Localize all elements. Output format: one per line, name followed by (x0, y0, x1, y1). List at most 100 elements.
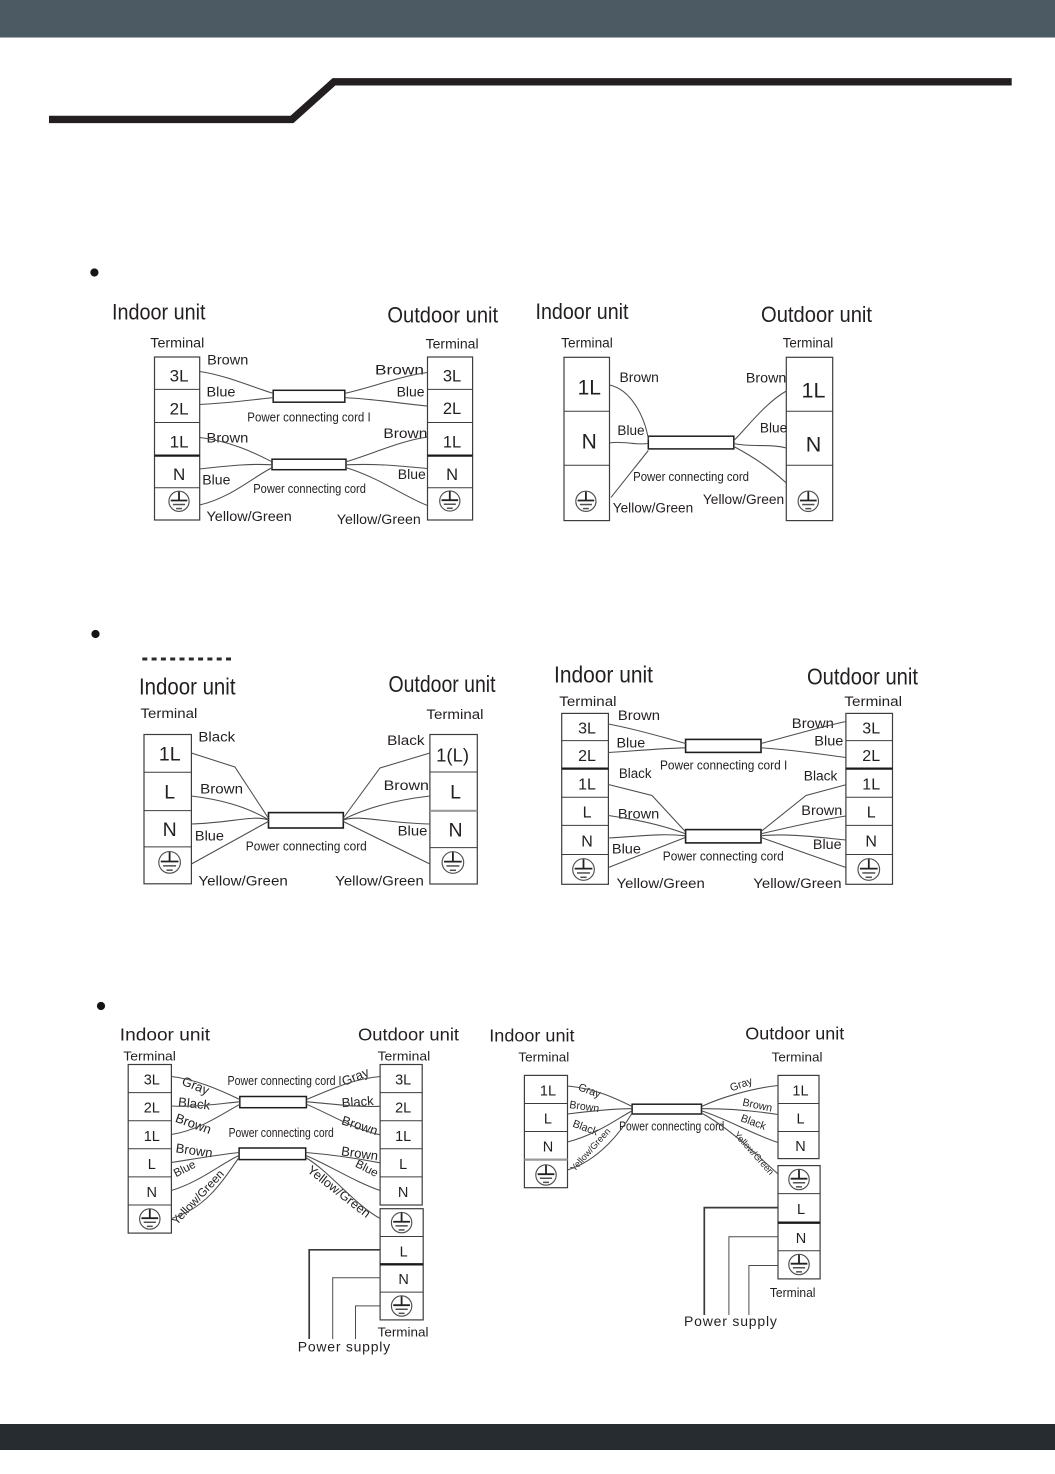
svg-text:Brown: Brown (384, 778, 429, 793)
svg-text:Brown: Brown (618, 708, 660, 723)
svg-text:Outdoor unit: Outdoor unit (387, 303, 498, 328)
svg-text:Yellow/Green: Yellow/Green (207, 509, 292, 524)
svg-text:N: N (795, 1139, 805, 1155)
svg-text:Outdoor unit: Outdoor unit (807, 664, 919, 690)
svg-text:Brown: Brown (375, 362, 424, 377)
svg-text:Terminal: Terminal (378, 1325, 429, 1340)
svg-text:Terminal: Terminal (426, 337, 479, 352)
svg-text:Brown: Brown (618, 806, 659, 821)
svg-text:Black: Black (177, 1094, 211, 1112)
svg-text:Indoor unit: Indoor unit (120, 1024, 210, 1044)
svg-text:Brown: Brown (620, 370, 659, 385)
svg-text:1L: 1L (443, 433, 461, 451)
svg-text:Yellow/Green: Yellow/Green (335, 874, 424, 889)
svg-text:Indoor unit: Indoor unit (554, 661, 654, 687)
svg-text:1L: 1L (159, 744, 181, 766)
svg-text:Blue: Blue (617, 423, 644, 438)
svg-text:Power connecting cord: Power connecting cord (663, 849, 784, 864)
svg-text:Terminal: Terminal (518, 1049, 569, 1064)
svg-text:Blue: Blue (617, 736, 646, 751)
svg-text:Gray: Gray (340, 1064, 372, 1089)
svg-text:Power supply: Power supply (298, 1339, 390, 1355)
svg-text:Gray: Gray (728, 1075, 754, 1094)
svg-text:Brown: Brown (383, 426, 427, 441)
svg-text:3L: 3L (395, 1073, 411, 1089)
svg-text:Yellow/Green: Yellow/Green (198, 874, 287, 889)
svg-text:L: L (796, 1112, 804, 1128)
svg-text:Black: Black (198, 730, 235, 745)
svg-text:Power connecting cord I: Power connecting cord I (660, 757, 787, 772)
svg-text:Brown: Brown (340, 1113, 380, 1139)
svg-text:Black: Black (387, 733, 425, 748)
svg-text:Brown: Brown (207, 431, 249, 446)
svg-text:N: N (173, 465, 185, 484)
svg-text:Indoor unit: Indoor unit (536, 299, 629, 324)
svg-text:Brown: Brown (200, 781, 243, 796)
svg-text:Gray: Gray (576, 1082, 602, 1101)
svg-text:1L: 1L (792, 1083, 808, 1099)
svg-text:Blue: Blue (202, 472, 230, 487)
svg-text:1L: 1L (862, 776, 880, 793)
svg-text:N: N (582, 431, 597, 454)
svg-text:1L: 1L (578, 377, 601, 400)
svg-text:Indoor unit: Indoor unit (489, 1026, 574, 1046)
svg-text:Terminal: Terminal (770, 1285, 816, 1300)
svg-text:N: N (449, 820, 463, 842)
svg-text:3L: 3L (862, 720, 880, 737)
svg-text:Power connecting cord: Power connecting cord (619, 1119, 724, 1134)
svg-text:Terminal: Terminal (150, 336, 204, 351)
svg-text:L: L (867, 805, 876, 822)
svg-text:1L: 1L (578, 776, 596, 793)
svg-text:1(L): 1(L) (436, 744, 469, 765)
svg-text:Blue: Blue (195, 829, 224, 844)
svg-text:Blue: Blue (207, 385, 236, 400)
svg-text:L: L (583, 805, 592, 822)
svg-text:3L: 3L (170, 367, 189, 386)
svg-text:Yellow/Green: Yellow/Green (613, 500, 693, 515)
svg-text:L: L (148, 1157, 156, 1173)
svg-text:N: N (147, 1185, 157, 1201)
svg-text:L: L (450, 782, 461, 804)
svg-text:N: N (398, 1272, 408, 1288)
svg-text:Yellow/Green: Yellow/Green (732, 1130, 776, 1177)
svg-text:2L: 2L (170, 399, 189, 418)
svg-text:Brown: Brown (207, 353, 248, 368)
svg-text:Outdoor unit: Outdoor unit (761, 302, 872, 327)
svg-text:Terminal: Terminal (844, 694, 902, 709)
svg-text:Power connecting cord I: Power connecting cord I (228, 1073, 342, 1088)
svg-text:Blue: Blue (813, 837, 842, 852)
svg-text:Terminal: Terminal (783, 336, 834, 351)
svg-text:Brown: Brown (569, 1099, 600, 1115)
svg-text:Terminal: Terminal (378, 1048, 431, 1063)
svg-text:Brown: Brown (746, 371, 786, 386)
svg-text:Power connecting cord: Power connecting cord (633, 469, 749, 484)
svg-text:Outdoor unit: Outdoor unit (358, 1024, 459, 1044)
svg-text:Blue: Blue (398, 467, 426, 482)
svg-text:1L: 1L (144, 1129, 160, 1145)
svg-text:Yellow/Green: Yellow/Green (337, 512, 421, 527)
svg-text:L: L (399, 1157, 407, 1173)
svg-text:2L: 2L (395, 1101, 411, 1117)
svg-text:3L: 3L (443, 367, 461, 385)
svg-text:L: L (797, 1202, 805, 1218)
svg-text:N: N (806, 432, 822, 456)
svg-text:N: N (581, 833, 593, 850)
svg-text:Blue: Blue (612, 841, 641, 856)
svg-text:Yellow/Green: Yellow/Green (703, 492, 784, 507)
svg-text:Brown: Brown (792, 716, 834, 731)
svg-text:Blue: Blue (814, 733, 843, 748)
svg-text:Terminal: Terminal (559, 694, 616, 709)
svg-text:1L: 1L (802, 378, 826, 402)
svg-text:2L: 2L (144, 1101, 160, 1117)
svg-text:N: N (865, 833, 877, 850)
svg-text:Blue: Blue (760, 421, 787, 436)
svg-text:N: N (796, 1231, 806, 1247)
svg-text:Brown: Brown (340, 1143, 379, 1163)
svg-text:1L: 1L (395, 1129, 411, 1145)
svg-text:2L: 2L (862, 748, 880, 765)
svg-text:Terminal: Terminal (141, 706, 198, 721)
svg-text:3L: 3L (144, 1073, 160, 1089)
svg-text:L: L (164, 782, 175, 804)
svg-text:Terminal: Terminal (426, 707, 483, 722)
svg-text:Power connecting cord: Power connecting cord (246, 839, 367, 854)
